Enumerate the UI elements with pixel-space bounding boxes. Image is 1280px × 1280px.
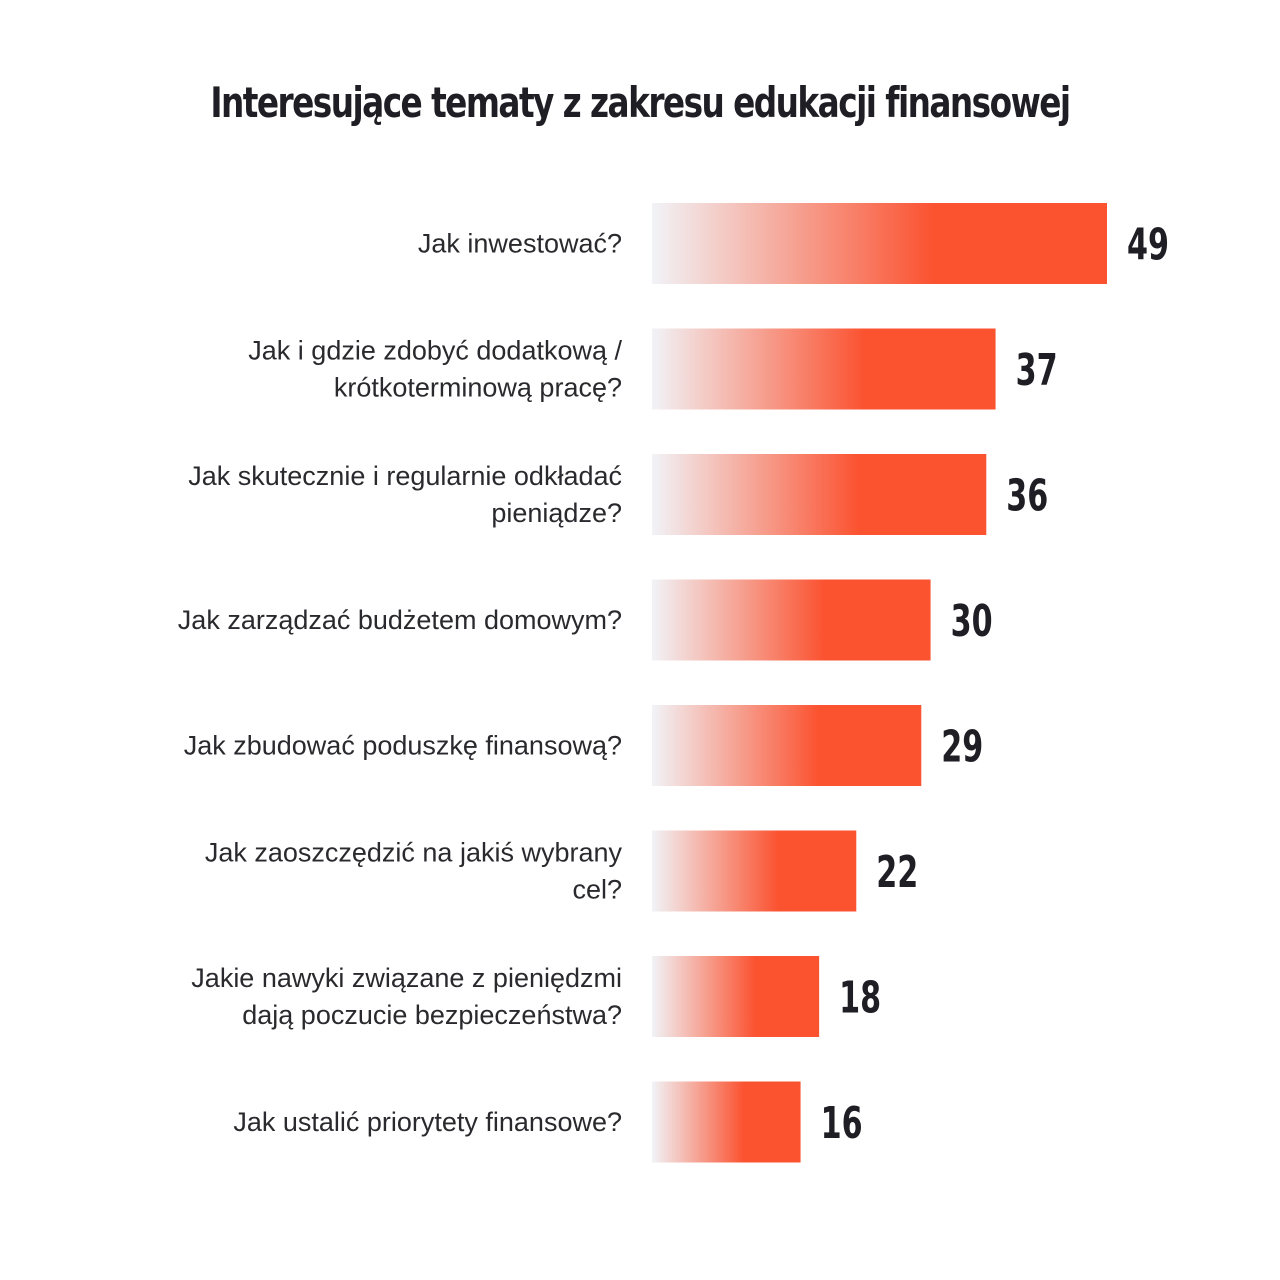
value-labels: 49 37 36 30 29 22 18 16	[821, 220, 1169, 1150]
bar	[652, 705, 922, 786]
category-label: Jakie nawyki związane z pieniędzmi	[191, 963, 622, 993]
bar	[652, 203, 1107, 284]
category-label: Jak zaoszczędzić na jakiś wybrany	[205, 838, 623, 868]
bar	[652, 1081, 801, 1163]
category-label: krótkoterminową pracę?	[334, 373, 622, 403]
bar	[652, 454, 987, 535]
value-label: 16	[821, 1098, 863, 1149]
value-label: 29	[941, 722, 983, 773]
value-label: 22	[876, 847, 918, 898]
bar	[652, 579, 931, 661]
category-label: Jak inwestować?	[418, 229, 622, 259]
category-label: pieniądze?	[491, 498, 622, 528]
chart-title: Interesujące tematy z zakresu edukacji f…	[210, 78, 1071, 127]
bar	[652, 328, 996, 410]
value-label: 37	[1016, 345, 1058, 396]
category-label: Jak zbudować poduszkę finansową?	[184, 731, 622, 761]
bar	[652, 956, 820, 1037]
bar	[652, 830, 857, 912]
value-label: 30	[951, 596, 993, 647]
value-label: 18	[839, 973, 881, 1024]
category-label: Jak skutecznie i regularnie odkładać	[188, 461, 622, 491]
category-label: dają poczucie bezpieczeństwa?	[242, 1000, 622, 1030]
category-label: Jak i gdzie zdobyć dodatkową /	[248, 336, 622, 366]
value-label: 36	[1006, 471, 1048, 522]
category-label: Jak zarządzać budżetem domowym?	[178, 605, 622, 635]
category-label: cel?	[572, 875, 622, 905]
category-label: Jak ustalić priorytety finansowe?	[233, 1107, 622, 1137]
value-label: 49	[1127, 220, 1169, 271]
category-labels: Jak inwestować? Jak i gdzie zdobyć dodatk…	[178, 229, 623, 1138]
bars-layer	[652, 203, 1107, 1163]
